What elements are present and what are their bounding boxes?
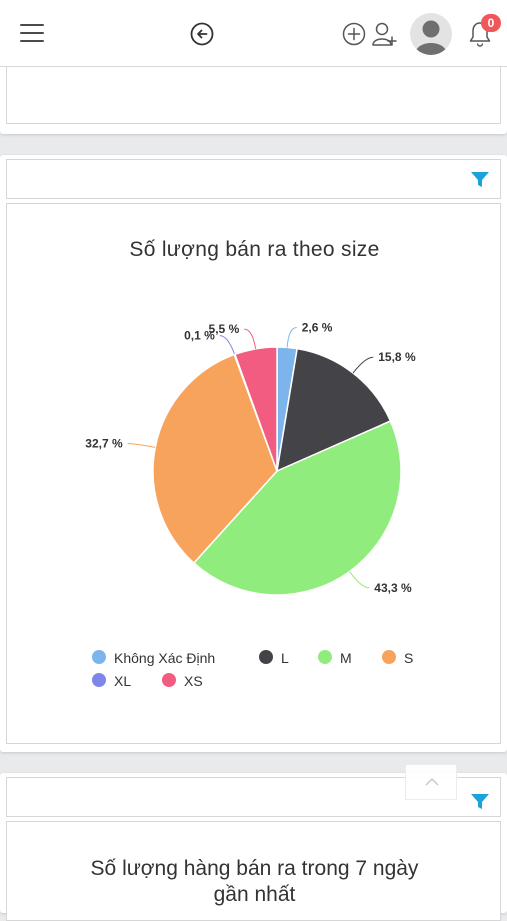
legend-item-m[interactable]: M	[318, 648, 352, 668]
legend-item-khong-xac-dinh[interactable]: Không Xác Định	[92, 648, 215, 668]
chart-box: Số lượng hàng bán ra trong 7 ngày gần nh…	[6, 821, 501, 921]
legend-item-xl[interactable]: XL	[92, 671, 131, 691]
legend-label: Không Xác Định	[114, 650, 216, 666]
chart-box: Số lượng bán ra theo size	[6, 203, 501, 744]
legend-marker	[162, 673, 176, 688]
scroll-to-top-button[interactable]	[405, 764, 457, 800]
legend-marker	[92, 650, 106, 665]
top-bar: 0	[0, 0, 507, 67]
menu-icon[interactable]	[20, 24, 46, 44]
legend-label: S	[404, 650, 414, 666]
legend-label: XL	[114, 673, 132, 689]
legend-marker	[259, 650, 273, 665]
filter-icon[interactable]	[470, 171, 490, 189]
legend-label: L	[281, 650, 289, 666]
add-user-icon[interactable]	[370, 20, 398, 48]
chart-title: Số lượng hàng bán ra trong 7 ngày gần nh…	[90, 857, 419, 906]
add-circle-icon[interactable]	[342, 22, 366, 46]
chart-title: Số lượng bán ra theo size	[129, 238, 380, 261]
back-icon[interactable]	[190, 22, 214, 46]
previous-chart-box	[6, 66, 501, 124]
legend-item-l[interactable]: L	[259, 648, 289, 668]
previous-chart-panel	[0, 50, 507, 134]
chevron-up-icon	[425, 777, 439, 786]
filter-bar	[6, 777, 501, 817]
size-chart-panel: Số lượng bán ra theo size	[0, 155, 507, 752]
avatar[interactable]	[410, 13, 452, 55]
notification-badge[interactable]: 0	[481, 14, 501, 32]
filter-bar	[6, 159, 501, 199]
legend-label: XS	[184, 673, 203, 689]
legend-item-s[interactable]: S	[382, 648, 413, 668]
legend-marker	[382, 650, 396, 665]
filter-icon[interactable]	[470, 793, 490, 811]
legend-marker	[318, 650, 332, 665]
legend-label: M	[340, 650, 352, 666]
legend-marker	[92, 673, 106, 688]
legend-item-xs[interactable]: XS	[162, 671, 203, 691]
user-silhouette-icon	[415, 20, 447, 55]
